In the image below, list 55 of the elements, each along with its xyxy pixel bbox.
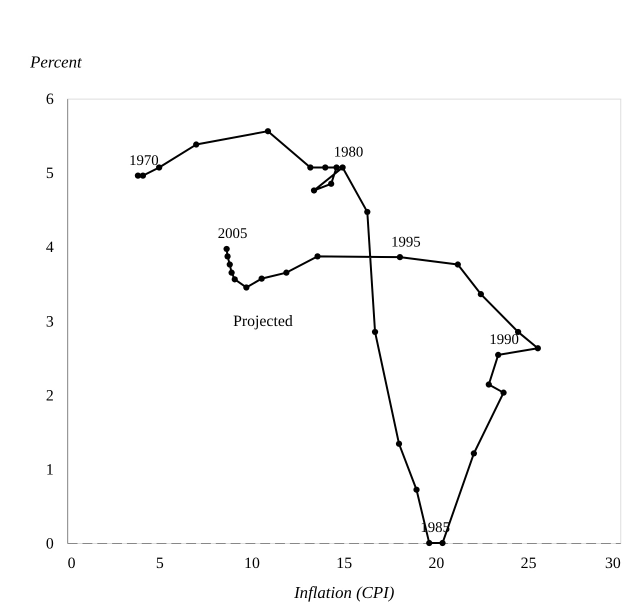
point (470, 450, 477, 457)
point (396, 440, 402, 447)
point (328, 180, 334, 187)
annotation: 1995 (391, 234, 421, 250)
point (333, 164, 340, 171)
point (322, 164, 328, 171)
point (314, 253, 321, 260)
point (228, 270, 235, 276)
x-tick-label: 20 (428, 555, 444, 572)
point (310, 187, 318, 194)
point (396, 254, 404, 260)
y-tick-label: 3 (46, 313, 54, 330)
point (258, 275, 265, 282)
annotation: 1970 (129, 152, 159, 169)
point (307, 164, 314, 171)
x-tick-label: 0 (68, 555, 76, 572)
annotation: 1990 (489, 332, 519, 348)
y-tick-label: 1 (46, 461, 54, 478)
point (224, 246, 230, 252)
point (495, 352, 502, 358)
point (193, 141, 200, 148)
x-tick-label: 10 (244, 555, 260, 572)
point (264, 128, 272, 134)
y-tick-label: 2 (46, 387, 54, 404)
point (226, 261, 233, 268)
y-axis-title: Percent (29, 52, 82, 72)
point (478, 291, 484, 298)
y-tick-label: 4 (46, 239, 54, 256)
point (283, 270, 290, 276)
annotation: Projected (233, 312, 293, 330)
y-tick-label: 5 (46, 165, 54, 182)
x-tick-label: 15 (336, 555, 352, 572)
x-axis-title: Inflation (CPI) (293, 582, 395, 602)
x-tick-label: 25 (520, 555, 537, 572)
point (426, 540, 432, 546)
point (243, 284, 250, 291)
point (364, 208, 370, 216)
y-tick-label: 6 (46, 91, 54, 108)
point (224, 253, 231, 260)
point (439, 540, 446, 546)
point (140, 172, 146, 179)
annotation: 2005 (218, 226, 248, 242)
point (500, 390, 507, 396)
point (486, 381, 492, 388)
point (156, 164, 162, 171)
annotation: 1980 (334, 144, 364, 161)
point (372, 328, 378, 336)
x-tick-label: 5 (156, 555, 164, 572)
point (534, 345, 541, 352)
point (413, 486, 420, 493)
y-tick-label: 0 (46, 535, 54, 552)
x-tick-label: 30 (604, 555, 621, 572)
point (232, 276, 238, 282)
point (339, 164, 346, 171)
point (454, 261, 461, 268)
